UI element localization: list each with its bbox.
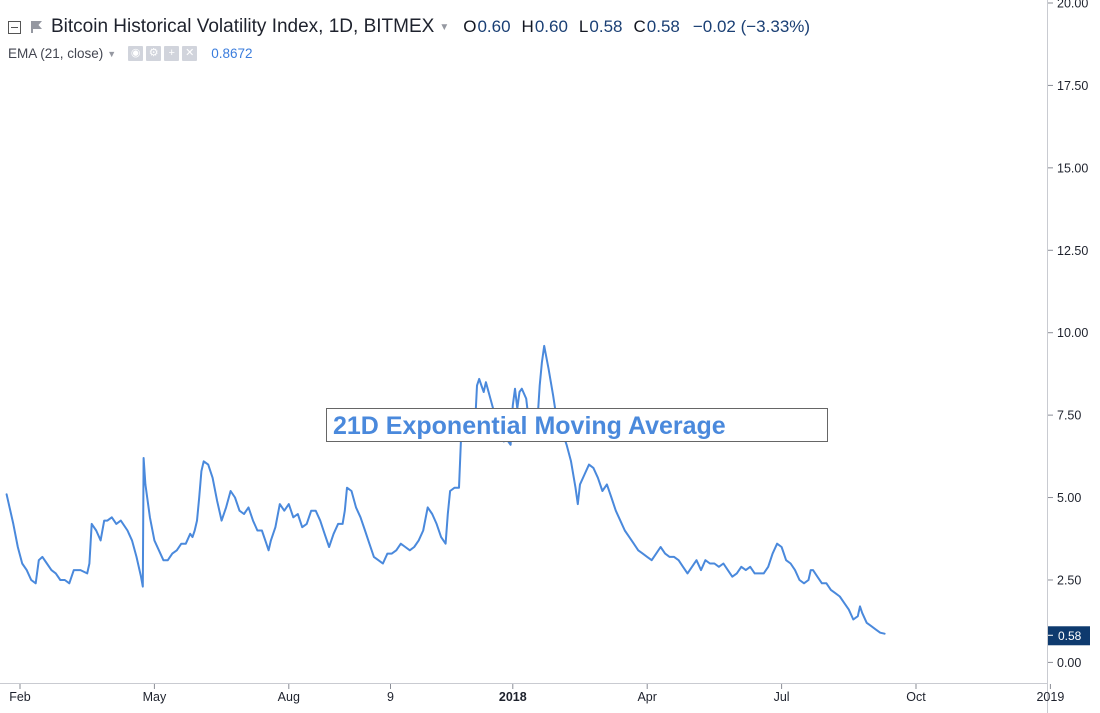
close-icon[interactable]: ✕ (182, 46, 198, 61)
chevron-down-icon[interactable]: ▼ (439, 21, 450, 33)
price-tick-label: 17.50 (1057, 79, 1088, 93)
last-price-badge: 0.58 (1048, 626, 1090, 646)
close-value: C0.58 (633, 17, 680, 36)
annotation-text: 21D Exponential Moving Average (333, 412, 726, 440)
eye-icon[interactable]: ◉ (128, 46, 144, 61)
indicator-legend: EMA (21, close) ▼ ◉ ⚙ + ✕ 0.8672 (8, 46, 253, 61)
time-axis[interactable]: Feb May Aug 9 2018 Apr Jul Oct 2019 (9, 684, 1064, 704)
gear-icon[interactable]: ⚙ (146, 46, 162, 61)
time-tick-label: 2018 (499, 690, 527, 704)
indicator-label[interactable]: EMA (21, close) (8, 46, 104, 61)
chart-legend: Bitcoin Historical Volatility Index, 1D,… (8, 16, 810, 38)
time-tick-label: Apr (637, 690, 656, 704)
chevron-down-icon[interactable]: ▼ (107, 48, 117, 59)
ema-line (5, 344, 886, 635)
price-tick-label: 7.50 (1057, 409, 1081, 423)
time-tick-label: Feb (9, 690, 31, 704)
price-tick-label: 5.00 (1057, 491, 1081, 505)
open-value: O0.60 (463, 17, 511, 36)
price-axis[interactable]: 37.5035.0032.5030.0027.5025.0022.5020.00… (1048, 0, 1088, 670)
price-tick-label: 12.50 (1057, 244, 1088, 258)
price-tick-label: 20.00 (1057, 0, 1088, 11)
ohlc-values: O0.60 H0.60 L0.58 C0.58 −0.02 (−3.33%) (463, 17, 810, 37)
flag-icon[interactable] (30, 20, 43, 34)
collapse-icon[interactable] (8, 20, 21, 34)
symbol-title[interactable]: Bitcoin Historical Volatility Index, 1D,… (51, 16, 435, 37)
time-tick-label: May (143, 690, 167, 704)
time-tick-label: Jul (774, 690, 790, 704)
price-tick-label: 2.50 (1057, 573, 1081, 587)
price-tick-label: 10.00 (1057, 326, 1088, 340)
plus-icon[interactable]: + (164, 46, 180, 61)
annotation-box[interactable]: 21D Exponential Moving Average (326, 408, 828, 442)
price-tick-label: 0.00 (1057, 656, 1081, 670)
time-tick-label: Aug (278, 690, 300, 704)
time-tick-label: 9 (387, 690, 394, 704)
low-value: L0.58 (578, 17, 623, 36)
change-value: −0.02 (−3.33%) (692, 17, 811, 36)
high-value: H0.60 (521, 17, 568, 36)
indicator-value: 0.8672 (211, 46, 253, 61)
price-tick-label: 15.00 (1057, 161, 1088, 175)
time-tick-label: Oct (906, 690, 926, 704)
time-tick-label: 2019 (1036, 690, 1064, 704)
last-price-label: 0.58 (1058, 629, 1082, 643)
